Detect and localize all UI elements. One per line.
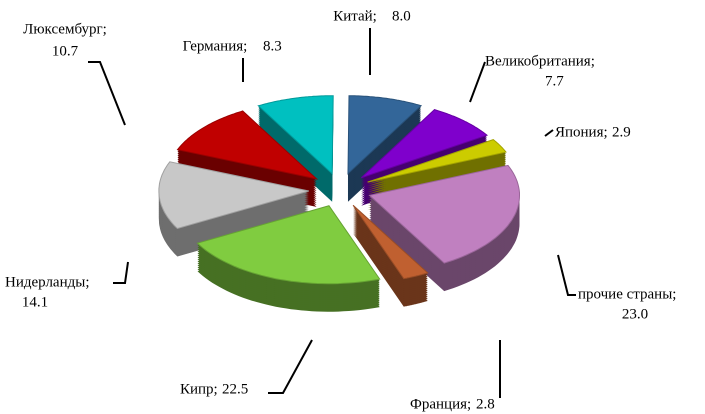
slice-top (158, 161, 309, 230)
slice-top (368, 164, 520, 264)
leader-line (113, 261, 129, 284)
value-label: 7.7 (545, 73, 564, 89)
slice-top (196, 205, 381, 285)
value-label: 22.5 (222, 381, 248, 397)
category-label: Китай; (333, 8, 377, 24)
slice-top (176, 110, 319, 180)
slice-top (360, 109, 489, 179)
value-label: 14.1 (22, 294, 48, 310)
leader-line (88, 61, 126, 126)
value-label: 10.7 (52, 43, 79, 59)
leader-line (268, 339, 313, 394)
slice-top (352, 204, 429, 280)
category-label: Люксембург; (23, 21, 107, 37)
category-label: Великобритания; (485, 53, 595, 69)
slice (352, 204, 429, 307)
category-label: Германия; (183, 38, 248, 54)
slice (368, 164, 520, 292)
leader-line (557, 254, 576, 296)
category-label: Франция; (410, 396, 471, 412)
value-label: 2.9 (612, 124, 631, 140)
leader-line (469, 61, 486, 103)
category-label: Нидерланды; (5, 274, 90, 290)
slice (196, 205, 381, 312)
category-label: прочие страны; (578, 286, 676, 302)
category-label: Япония; (555, 124, 608, 140)
category-label: Кипр; (180, 381, 218, 397)
slice-top (367, 139, 507, 183)
slice-top (347, 95, 423, 175)
value-label: 2.8 (476, 396, 495, 412)
value-label: 23.0 (622, 306, 648, 322)
slice (257, 95, 334, 202)
slice-top (257, 95, 334, 175)
leader-line (544, 129, 554, 137)
value-label: 8.3 (263, 38, 282, 54)
slice (158, 161, 309, 257)
value-label: 8.0 (392, 8, 411, 24)
